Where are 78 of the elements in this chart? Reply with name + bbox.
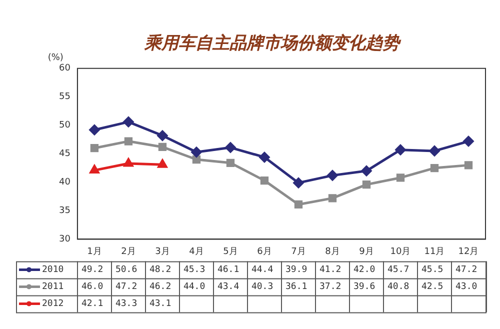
data-label: 45.3 bbox=[183, 265, 206, 276]
data-label: 46.0 bbox=[81, 282, 104, 292]
point bbox=[157, 130, 168, 141]
y-tick-label: 30 bbox=[59, 234, 71, 245]
x-tick-label: 3月 bbox=[155, 246, 170, 257]
y-tick-label: 45 bbox=[59, 149, 70, 160]
x-tick-label: 4月 bbox=[189, 246, 204, 257]
point bbox=[395, 144, 406, 156]
legend-label: 2012 bbox=[42, 299, 64, 310]
x-tick-label: 10月 bbox=[390, 246, 411, 257]
point bbox=[123, 116, 134, 128]
y-tick-label: 55 bbox=[59, 92, 70, 102]
point bbox=[362, 180, 371, 189]
data-label: 42.5 bbox=[421, 282, 444, 292]
x-tick-label: 5月 bbox=[223, 246, 238, 257]
point bbox=[430, 164, 439, 172]
data-label: 39.9 bbox=[285, 265, 308, 276]
data-label: 42.0 bbox=[353, 265, 376, 276]
point bbox=[124, 158, 134, 167]
y-tick-label: 35 bbox=[59, 206, 70, 216]
point bbox=[158, 159, 168, 168]
point bbox=[396, 174, 405, 182]
y-tick-label: 60 bbox=[59, 64, 71, 74]
x-tick-label: 11月 bbox=[424, 246, 445, 257]
point bbox=[124, 137, 133, 146]
point bbox=[192, 155, 201, 164]
x-tick-label: 9月 bbox=[359, 246, 374, 257]
y-tick-label: 50 bbox=[59, 120, 71, 131]
x-tick-label: 8月 bbox=[325, 246, 340, 257]
point bbox=[90, 144, 99, 152]
data-label: 40.3 bbox=[251, 282, 274, 292]
data-label: 47.2 bbox=[115, 282, 138, 292]
y-axis-title: (%) bbox=[48, 53, 64, 64]
data-label: 46.2 bbox=[149, 282, 172, 292]
point bbox=[259, 152, 270, 162]
legend-label: 2010 bbox=[42, 265, 64, 276]
point bbox=[463, 136, 474, 147]
data-label: 44.0 bbox=[183, 282, 206, 292]
data-label: 46.1 bbox=[217, 265, 240, 276]
point bbox=[361, 166, 372, 176]
point bbox=[327, 170, 338, 181]
x-tick-label: 12月 bbox=[458, 246, 479, 257]
data-label: 43.4 bbox=[217, 282, 240, 292]
data-label: 40.8 bbox=[387, 282, 410, 292]
data-label: 44.4 bbox=[251, 265, 274, 276]
data-label: 36.1 bbox=[285, 282, 308, 292]
point bbox=[191, 146, 202, 158]
x-tick-label: 6月 bbox=[257, 246, 272, 257]
data-label: 43.0 bbox=[455, 282, 478, 292]
data-label: 48.2 bbox=[149, 265, 172, 276]
x-tick-label: 2月 bbox=[121, 246, 136, 257]
point bbox=[464, 161, 473, 170]
point bbox=[293, 178, 304, 188]
point bbox=[260, 176, 269, 185]
data-label: 41.2 bbox=[319, 265, 342, 276]
data-label: 47.2 bbox=[455, 265, 478, 276]
point bbox=[294, 200, 303, 209]
data-label: 43.1 bbox=[149, 299, 172, 310]
legend-label: 2011 bbox=[42, 282, 64, 292]
x-tick-label: 1月 bbox=[87, 246, 102, 257]
y-tick-label: 40 bbox=[59, 178, 71, 188]
point bbox=[89, 124, 100, 136]
point bbox=[158, 142, 167, 152]
data-label: 45.7 bbox=[387, 265, 410, 276]
data-label: 42.1 bbox=[81, 299, 104, 310]
point bbox=[328, 194, 337, 202]
point bbox=[226, 158, 235, 167]
chart-title: 乘用车自主品牌市场份额变化趋势 bbox=[144, 34, 402, 54]
data-label: 43.3 bbox=[115, 299, 138, 310]
point bbox=[90, 165, 100, 174]
point bbox=[225, 142, 236, 153]
data-label: 49.2 bbox=[81, 265, 104, 276]
data-label: 39.6 bbox=[353, 282, 376, 292]
x-tick-label: 7月 bbox=[291, 246, 306, 257]
data-label: 45.5 bbox=[421, 265, 444, 276]
data-label: 37.2 bbox=[319, 282, 342, 292]
point bbox=[429, 146, 440, 156]
data-label: 50.6 bbox=[115, 265, 138, 276]
